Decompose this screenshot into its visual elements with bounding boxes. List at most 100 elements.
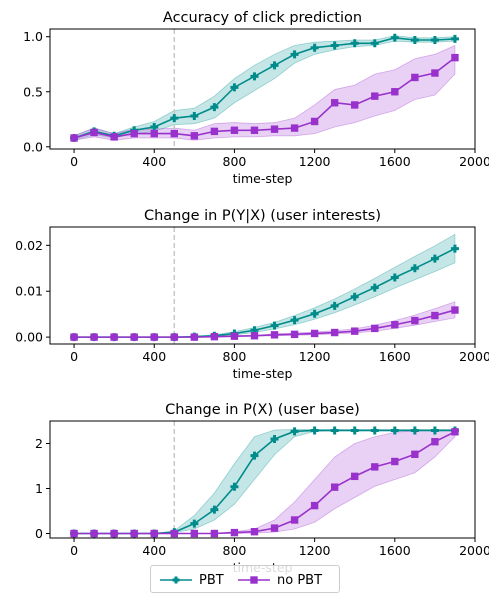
data-point — [410, 36, 419, 45]
x-tick-label: 2000 — [459, 349, 489, 364]
legend-label-no-pbt: no PBT — [277, 572, 323, 588]
plot-frame — [49, 420, 476, 539]
data-point — [170, 129, 178, 138]
x-tick-label: 2000 — [459, 154, 489, 169]
data-point — [290, 516, 299, 524]
y-tick-label: 0.5 — [23, 84, 43, 99]
x-axis-label: time-step — [233, 366, 293, 381]
data-point — [431, 438, 439, 446]
data-point — [130, 333, 138, 341]
data-point — [390, 426, 399, 435]
data-point — [210, 529, 219, 538]
data-point — [70, 134, 78, 142]
data-point — [110, 333, 118, 341]
data-point — [330, 99, 339, 107]
data-point — [451, 428, 459, 436]
x-tick-label: 800 — [223, 154, 247, 169]
data-point — [130, 529, 138, 538]
data-point — [371, 463, 379, 471]
x-tick-label: 1200 — [299, 543, 331, 558]
data-point — [410, 426, 419, 435]
data-point — [451, 306, 459, 314]
subplot-3: 0 400 800 1200 1600 2000 0 1 2 Change in P(X) (us… — [35, 402, 489, 575]
data-point — [350, 426, 359, 435]
subplot-2: 0 400 800 1200 1600 2000 0.00 0.01 0.02 Change in… — [15, 208, 489, 381]
data-point — [290, 330, 299, 339]
data-point — [290, 124, 299, 132]
data-point — [170, 114, 179, 123]
data-point — [370, 426, 379, 435]
data-point — [451, 53, 459, 62]
y-tick-label: 0.02 — [15, 238, 43, 253]
x-tick-label: 1200 — [299, 349, 331, 364]
data-point — [230, 126, 239, 134]
x-tick-label: 0 — [70, 543, 78, 558]
data-point — [310, 117, 319, 126]
chart-title: Accuracy of click prediction — [163, 10, 362, 26]
data-point — [210, 332, 219, 341]
chart-title: Change in P(Y|X) (user interests) — [144, 208, 381, 224]
data-point — [270, 61, 279, 70]
data-point — [351, 101, 359, 109]
data-point — [150, 122, 159, 131]
data-point — [290, 316, 299, 325]
data-point — [351, 472, 359, 481]
data-point — [391, 457, 399, 466]
subplot-1: 0 400 800 1200 1600 2000 0.0 0.5 1.0 Accuracy of … — [23, 10, 489, 186]
band-2 — [73, 44, 456, 141]
data-point — [330, 426, 339, 435]
data-point — [330, 41, 339, 50]
data-point — [290, 50, 299, 59]
plot-frame — [49, 28, 476, 150]
x-tick-label: 1600 — [379, 349, 411, 364]
data-point — [190, 333, 199, 341]
data-point — [130, 129, 138, 138]
data-point — [431, 311, 439, 320]
data-point — [310, 43, 319, 52]
data-point — [150, 333, 158, 341]
data-point — [250, 451, 259, 460]
data-point — [90, 333, 98, 341]
y-tick-label: 1.0 — [23, 29, 43, 44]
data-point — [190, 529, 199, 538]
data-point — [190, 111, 199, 120]
x-tick-label: 0 — [70, 154, 78, 169]
data-point — [430, 426, 439, 435]
data-point — [250, 528, 259, 536]
data-point — [250, 72, 259, 81]
data-point — [330, 483, 339, 491]
data-point — [371, 92, 379, 100]
data-point — [250, 332, 259, 340]
x-tick-label: 800 — [223, 349, 247, 364]
data-point — [310, 501, 319, 510]
data-point — [270, 524, 279, 532]
data-point — [411, 450, 419, 458]
data-point — [430, 36, 439, 45]
data-point — [371, 324, 379, 333]
data-point — [210, 103, 219, 112]
data-point — [351, 327, 359, 335]
data-point — [330, 328, 339, 337]
data-point — [150, 529, 158, 538]
data-point — [230, 528, 239, 537]
data-point — [310, 329, 319, 338]
y-tick-label: 0 — [35, 526, 43, 541]
data-point — [270, 321, 279, 330]
legend-label-pbt: PBT — [199, 572, 224, 588]
legend-swatch-no-pbt — [238, 576, 270, 584]
x-axis-label: time-step — [233, 171, 293, 186]
x-tick-label: 400 — [142, 543, 166, 558]
data-point — [110, 529, 118, 538]
data-point — [70, 333, 78, 341]
data-point — [390, 273, 399, 282]
data-point — [90, 529, 98, 538]
data-point — [450, 34, 459, 43]
legend-entry-no-pbt: no PBT — [237, 571, 322, 589]
data-point — [411, 73, 419, 82]
data-point — [150, 129, 158, 138]
data-point — [210, 505, 219, 514]
data-point — [270, 435, 279, 443]
data-point — [391, 321, 399, 329]
x-tick-label: 1200 — [299, 154, 331, 169]
data-point — [190, 519, 199, 528]
